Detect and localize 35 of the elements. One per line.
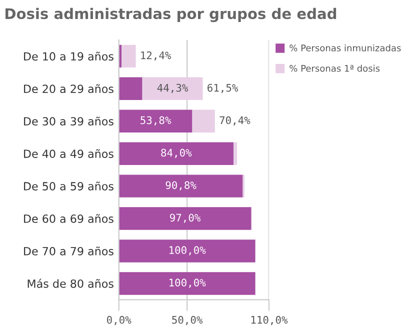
y-tick-label: De 10 a 19 años xyxy=(24,52,114,61)
data-label: 44,3% xyxy=(157,84,188,94)
data-label: 97,0% xyxy=(170,214,201,223)
x-tick-label: 0,0% xyxy=(106,316,132,326)
data-label: 53,8% xyxy=(140,116,172,126)
bar xyxy=(118,240,256,262)
bar xyxy=(192,110,215,132)
y-tick-label: De 60 a 69 años xyxy=(24,214,114,223)
total-label: 70,4% xyxy=(220,116,250,126)
legend-label: % Personas 1ª dosis xyxy=(290,64,380,72)
y-tick-label: De 20 a 29 años xyxy=(24,84,114,94)
data-label: 84,0% xyxy=(161,148,192,158)
y-tick-label: De 40 a 49 años xyxy=(24,149,114,158)
y-tick-label: Más de 80 años xyxy=(28,278,114,288)
x-tick-label: 50,0% xyxy=(172,316,203,326)
bar xyxy=(118,142,234,165)
chart-title: Dosis administradas por grupos de edad xyxy=(6,8,336,22)
total-label: 12,4% xyxy=(141,51,172,61)
bar xyxy=(233,142,238,165)
bar xyxy=(118,272,256,295)
y-tick-label: De 50 a 59 años xyxy=(24,182,114,190)
data-label: 100,0% xyxy=(170,246,206,256)
bar xyxy=(118,110,192,132)
data-label: 100,0% xyxy=(170,278,206,288)
bar xyxy=(142,77,203,100)
bar xyxy=(118,77,142,100)
y-tick-label: De 70 a 79 años xyxy=(24,246,114,256)
x-tick-label: 110,0% xyxy=(251,316,288,326)
legend-label: % Personas inmunizadas xyxy=(290,44,401,52)
bar xyxy=(118,207,252,230)
total-label: 61,5% xyxy=(208,84,238,94)
y-tick-label: De 30 a 39 años xyxy=(24,116,114,126)
bar xyxy=(118,174,243,198)
bar xyxy=(122,44,136,68)
data-label: 90,8% xyxy=(166,181,196,190)
